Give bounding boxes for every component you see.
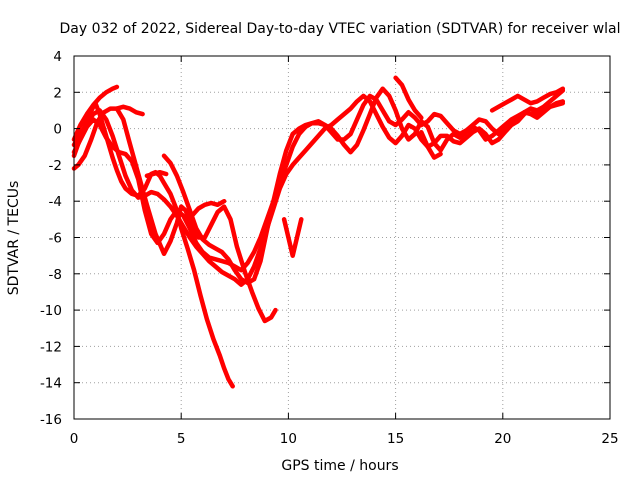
x-tick-label: 10 bbox=[280, 431, 297, 447]
y-tick-label: -10 bbox=[40, 303, 62, 319]
x-tick-label: 0 bbox=[70, 431, 79, 447]
y-tick-label: 0 bbox=[53, 122, 62, 138]
data-series-7 bbox=[161, 86, 566, 286]
data-series-13 bbox=[489, 86, 566, 113]
x-axis-label: GPS time / hours bbox=[281, 458, 398, 474]
y-tick-label: -2 bbox=[49, 158, 62, 174]
y-tick-label: 4 bbox=[53, 49, 62, 65]
x-tick-label: 20 bbox=[494, 431, 511, 447]
y-axis-label: SDTVAR / TECUs bbox=[6, 181, 22, 296]
y-tick-label: -12 bbox=[40, 339, 62, 355]
y-tick-label: -6 bbox=[49, 231, 62, 247]
data-series-11 bbox=[393, 75, 424, 120]
x-tick-label: 15 bbox=[387, 431, 404, 447]
data-series-10 bbox=[281, 217, 304, 258]
data-series-4 bbox=[114, 104, 145, 117]
x-tick-label: 25 bbox=[601, 431, 618, 447]
chart-title: Day 032 of 2022, Sidereal Day-to-day VTE… bbox=[59, 21, 620, 37]
y-tick-label: -16 bbox=[40, 412, 62, 428]
x-tick-label: 5 bbox=[177, 431, 186, 447]
y-tick-label: 2 bbox=[53, 85, 62, 101]
y-tick-label: -8 bbox=[49, 267, 62, 283]
data-series-layer bbox=[71, 75, 566, 389]
y-tick-label: -4 bbox=[49, 194, 62, 210]
y-tick-label: -14 bbox=[40, 376, 62, 392]
data-series-9 bbox=[189, 198, 227, 218]
data-series-8 bbox=[144, 169, 169, 179]
data-series-12 bbox=[419, 129, 443, 160]
